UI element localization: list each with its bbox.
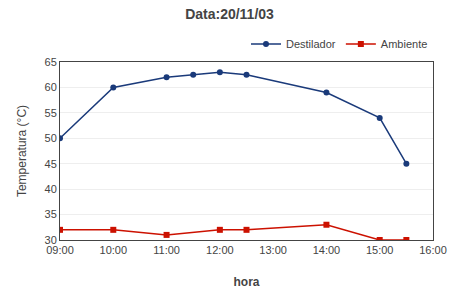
svg-text:14:00: 14:00 xyxy=(313,244,341,256)
svg-text:45: 45 xyxy=(45,158,57,170)
svg-text:13:00: 13:00 xyxy=(259,244,287,256)
svg-text:35: 35 xyxy=(45,208,57,220)
svg-text:12:00: 12:00 xyxy=(206,244,234,256)
svg-text:30: 30 xyxy=(45,234,57,246)
svg-text:09:00: 09:00 xyxy=(46,244,74,256)
svg-text:15:00: 15:00 xyxy=(366,244,394,256)
svg-text:65: 65 xyxy=(45,56,57,68)
svg-text:55: 55 xyxy=(45,107,57,119)
svg-text:50: 50 xyxy=(45,132,57,144)
svg-text:Temperatura (°C): Temperatura (°C) xyxy=(15,105,29,197)
svg-text:Destilador: Destilador xyxy=(286,38,336,50)
svg-text:11:00: 11:00 xyxy=(153,244,180,256)
svg-text:60: 60 xyxy=(45,81,57,93)
svg-text:Data:20/11/03: Data:20/11/03 xyxy=(185,6,274,22)
svg-text:hora: hora xyxy=(233,275,259,289)
svg-text:40: 40 xyxy=(45,183,57,195)
svg-text:10:00: 10:00 xyxy=(100,244,128,256)
svg-text:Ambiente: Ambiente xyxy=(381,38,427,50)
svg-text:16:00: 16:00 xyxy=(419,244,447,256)
